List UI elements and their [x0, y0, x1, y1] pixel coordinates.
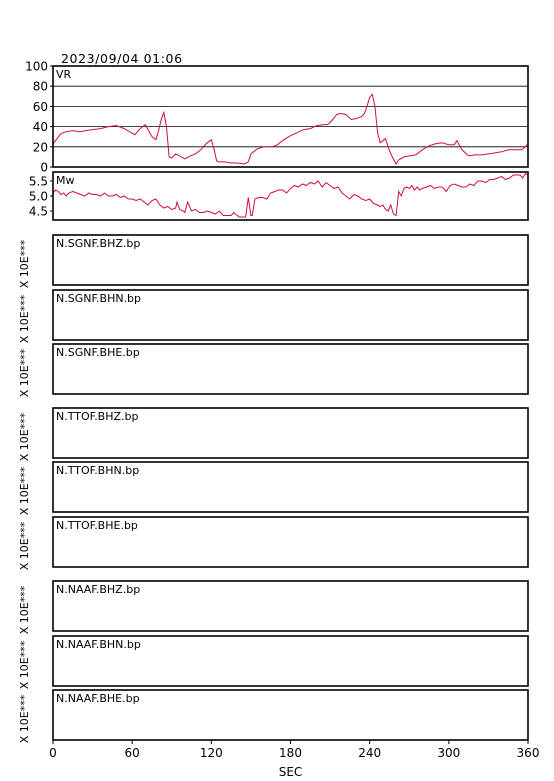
waveform-panel [52, 516, 529, 568]
waveform-scale-label: X 10E*** [18, 239, 31, 288]
vr-panel-label: VR [56, 68, 72, 81]
x-axis-label: SEC [279, 765, 303, 779]
mw-ytick-label: 5.5 [29, 175, 48, 189]
waveform-panel [52, 635, 529, 687]
mw-panel-label: Mw [56, 174, 75, 187]
waveform-station-label: N.NAAF.BHN.bp [56, 638, 141, 651]
mw-ytick-label: 5.0 [29, 190, 48, 204]
waveform-panel [52, 461, 529, 513]
x-axis-tick-label: 360 [517, 746, 540, 760]
waveform-scale-label: X 10E*** [18, 585, 31, 634]
waveform-scale-label: X 10E*** [18, 466, 31, 515]
x-axis-tick-label: 300 [437, 746, 460, 760]
waveform-station-label: N.NAAF.BHE.bp [56, 692, 140, 705]
vr-series-line [52, 93, 529, 165]
vr-ytick-label: 100 [25, 60, 48, 74]
waveform-scale-label: X 10E*** [18, 521, 31, 570]
waveform-station-label: N.NAAF.BHZ.bp [56, 583, 140, 596]
vr-ytick-label: 0 [40, 161, 48, 175]
waveform-scale-label: X 10E*** [18, 640, 31, 689]
x-axis-tick-label: 240 [358, 746, 381, 760]
waveform-scale-label: X 10E*** [18, 348, 31, 397]
vr-ytick-label: 40 [33, 120, 48, 134]
x-axis-tick-label: 60 [125, 746, 140, 760]
x-axis-tick-label: 120 [200, 746, 223, 760]
waveform-scale-label: X 10E*** [18, 412, 31, 461]
mw-series-line [52, 172, 529, 218]
x-axis-tick-label: 0 [49, 746, 57, 760]
waveform-panel [52, 580, 529, 632]
waveform-station-label: N.TTOF.BHN.bp [56, 464, 139, 477]
waveform-station-label: N.TTOF.BHZ.bp [56, 410, 139, 423]
mw-ytick-label: 4.5 [29, 205, 48, 219]
waveform-scale-label: X 10E*** [18, 694, 31, 743]
waveform-panel [52, 343, 529, 395]
vr-ytick-label: 20 [33, 140, 48, 154]
vr-ytick-label: 60 [33, 100, 48, 114]
waveform-station-label: N.SGNF.BHN.bp [56, 292, 141, 305]
waveform-panel [52, 407, 529, 459]
waveform-panel [52, 289, 529, 341]
waveform-scale-label: X 10E*** [18, 294, 31, 343]
mw-panel-frame [52, 171, 529, 221]
waveform-station-label: N.TTOF.BHE.bp [56, 519, 138, 532]
waveform-station-label: N.SGNF.BHZ.bp [56, 237, 140, 250]
vr-panel-frame [52, 65, 529, 168]
waveform-station-label: N.SGNF.BHE.bp [56, 346, 140, 359]
vr-ytick-label: 80 [33, 80, 48, 94]
x-axis-tick-label: 180 [279, 746, 302, 760]
waveform-panel [52, 234, 529, 286]
timestamp-label: 2023/09/04 01:06 [61, 51, 183, 66]
